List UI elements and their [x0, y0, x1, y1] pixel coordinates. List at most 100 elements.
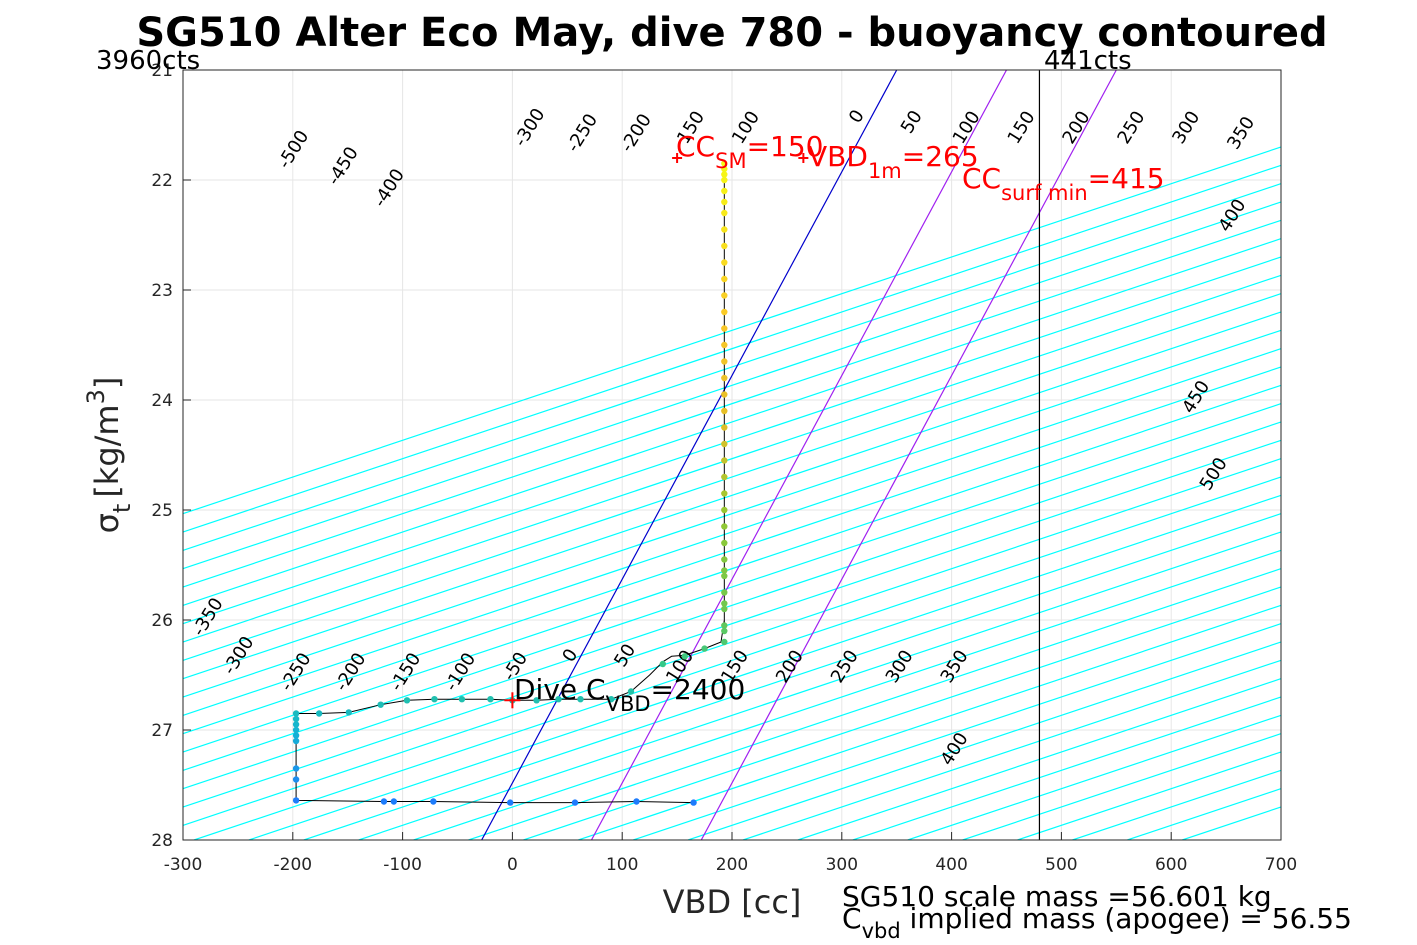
data-point	[721, 556, 728, 563]
data-point	[721, 226, 728, 233]
data-point	[721, 605, 728, 613]
contour-line	[183, 439, 1281, 808]
data-point	[721, 567, 728, 574]
buoyancy-contours	[183, 146, 1281, 840]
x-tick-label: 200	[716, 855, 748, 875]
contour-line	[183, 458, 1281, 826]
data-point	[533, 697, 540, 704]
data-point	[701, 645, 708, 652]
contour-line	[183, 293, 1281, 661]
x-tick-label: -300	[164, 855, 203, 875]
contour-line	[183, 329, 1281, 698]
data-point	[721, 622, 728, 629]
data-point	[721, 638, 728, 646]
data-point	[721, 198, 728, 206]
data-point	[721, 308, 728, 316]
y-tick-label: 22	[151, 171, 173, 191]
annotation-dive-cvbd: Dive CVBD=2400	[514, 673, 745, 716]
reference-lines	[481, 70, 1117, 840]
y-tick-label: 25	[151, 501, 173, 521]
contour-line	[183, 183, 1281, 551]
counts-right: 441cts	[1044, 46, 1132, 76]
footer-implied-mass: Cvbd implied mass (apogee) = 56.55	[842, 902, 1352, 943]
data-point	[721, 171, 728, 178]
data-point	[721, 165, 728, 173]
data-point	[487, 696, 494, 703]
x-tick-label: 100	[606, 855, 638, 875]
reference-line	[481, 70, 898, 840]
data-point	[430, 798, 437, 805]
data-point	[292, 726, 300, 734]
contour-line	[183, 146, 1281, 515]
data-point	[292, 776, 300, 783]
annotation-vbd-1m: VBD1m=265	[808, 140, 979, 183]
data-point	[721, 424, 728, 431]
annotation-cc-sm: CCSM=150	[676, 130, 823, 173]
contour-line	[183, 348, 1281, 716]
x-tick-label: 700	[1265, 855, 1297, 875]
data-point	[659, 660, 667, 668]
data-point	[390, 798, 398, 805]
x-tick-label: 500	[1045, 855, 1077, 875]
contour-line	[303, 513, 1281, 840]
data-point	[721, 539, 728, 547]
contour-line	[468, 568, 1281, 840]
contour-line	[687, 641, 1281, 840]
data-point	[721, 572, 728, 580]
reference-line	[700, 70, 1117, 840]
data-point	[380, 798, 388, 805]
y-axis-sup: 3	[82, 389, 110, 404]
x-tick-label: 0	[507, 855, 518, 875]
y-axis-symbol: σ	[88, 513, 126, 533]
data-point	[721, 275, 728, 283]
contour-line	[183, 256, 1281, 625]
contour-line	[578, 604, 1281, 840]
x-tick-label: -200	[274, 855, 313, 875]
data-point	[721, 187, 728, 195]
y-tick-label: 26	[151, 611, 173, 631]
y-ticks: 21 22 23 24 25 26 27 28	[151, 61, 191, 851]
data-point	[690, 799, 697, 806]
data-point	[555, 696, 562, 703]
y-tick-label: 21	[151, 61, 173, 81]
data-point	[721, 600, 728, 607]
contour-line	[183, 238, 1281, 606]
dive-points	[292, 160, 728, 806]
x-ticks: -300 -200 -100 0 100 200 300 400 500 600 700	[164, 832, 1297, 875]
data-point	[571, 799, 579, 806]
contour-line	[183, 366, 1281, 735]
chart-title: SG510 Alter Eco May, dive 780 - buoyancy…	[136, 10, 1327, 56]
y-axis-sub: t	[108, 504, 136, 513]
footer-scale-mass: SG510 scale mass =56.601 kg	[842, 880, 1272, 913]
contour-line	[632, 623, 1281, 840]
data-point	[345, 709, 352, 716]
data-point	[577, 696, 584, 703]
data-point	[292, 732, 300, 739]
contour-line	[413, 549, 1281, 840]
contour-line	[358, 531, 1281, 840]
data-point	[377, 701, 384, 708]
y-axis-label: σt [kg/m3]	[82, 377, 136, 534]
contour-line	[797, 678, 1281, 840]
data-point	[721, 407, 728, 415]
x-tick-label: 300	[826, 855, 858, 875]
x-tick-label: -100	[383, 855, 422, 875]
y-tick-label: 24	[151, 391, 173, 411]
data-point	[507, 799, 514, 806]
data-point	[721, 589, 728, 596]
data-point	[721, 292, 728, 299]
y-tick-label: 23	[151, 281, 173, 301]
contour-line	[183, 403, 1281, 771]
annotation-cc-surf-min: CCsurf min=415	[962, 162, 1165, 205]
x-tick-label: 600	[1155, 855, 1187, 875]
data-point	[315, 710, 323, 717]
data-point	[292, 737, 300, 745]
data-point	[292, 765, 300, 772]
data-point	[721, 358, 728, 365]
data-point	[721, 176, 728, 184]
svg-text:σt[kg/m3]: σt [kg/m3]	[82, 377, 136, 534]
data-point	[292, 797, 300, 804]
contour-line	[183, 384, 1281, 753]
x-tick-label: 400	[935, 855, 967, 875]
data-point	[721, 490, 728, 497]
